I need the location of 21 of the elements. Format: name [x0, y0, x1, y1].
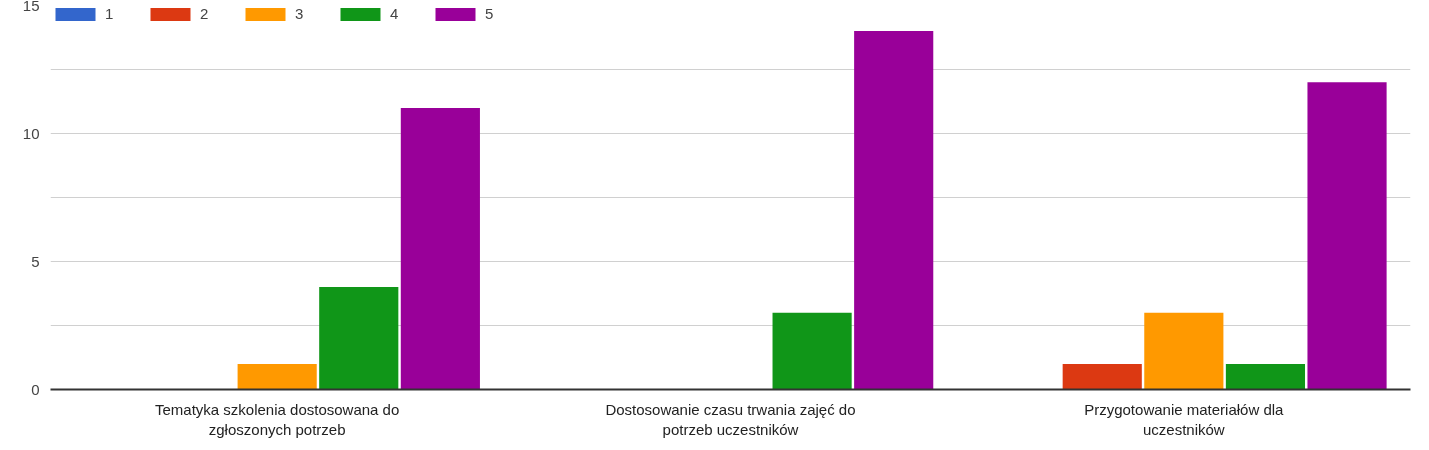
x-tick-label: Tematyka szkolenia dostosowana do zgłoszonych potrzeb: [155, 400, 400, 438]
bar: [772, 312, 852, 390]
legend-label: 2: [200, 5, 210, 22]
y-tick-label: 5: [31, 252, 40, 270]
bar: [400, 107, 480, 390]
legend-label: 5: [485, 5, 495, 22]
bar: [1144, 312, 1224, 390]
bar: [319, 287, 399, 390]
x-tick-label: Dostosowanie czasu trwania zajęć do potrzeb uczestników: [605, 400, 856, 438]
x-tick-label: Przygotowanie materiałów dla uczestników: [1084, 400, 1285, 438]
legend-label: 4: [390, 5, 400, 22]
bar: [237, 363, 317, 390]
legend-label: 1: [105, 5, 115, 22]
bar: [854, 31, 934, 390]
y-tick-label: 10: [22, 124, 40, 142]
y-tick-label: 0: [31, 380, 40, 398]
y-tick-label: 15: [22, 0, 40, 14]
bar: [1225, 363, 1306, 390]
bar: [1307, 82, 1387, 390]
legend-label: 3: [295, 5, 305, 22]
bar: [1062, 363, 1142, 390]
